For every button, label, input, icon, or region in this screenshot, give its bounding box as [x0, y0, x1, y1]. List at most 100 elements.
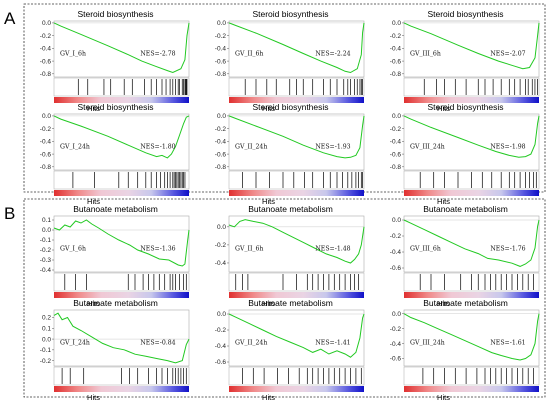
y-tick-label: -0.2 [215, 327, 227, 334]
y-tick-label: -0.6 [215, 151, 227, 158]
y-tick-label: 0.0 [42, 113, 51, 120]
charts-layer: Steroid biosynthesis 0.0 -0.2 -0.4 -0.6 -0.8 G… [40, 9, 540, 401]
hits-label: Hits [87, 197, 100, 206]
y-tick-label: -0.2 [40, 358, 52, 365]
hits-label: Hits [262, 197, 275, 206]
nes-label: NES=-1.93 [315, 144, 350, 151]
y-tick-label: 0.0 [42, 20, 51, 27]
y-tick-label: -0.4 [390, 46, 402, 53]
hits-label: Hits [262, 393, 275, 401]
sample-label: GV_II_24h [235, 144, 267, 151]
gsea-chart: Butanoate metabolism 0.0 -0.2 -0.4 GV_II_6h N… [215, 204, 365, 308]
plot-frame [403, 20, 540, 78]
hits-label: Hits [262, 104, 275, 113]
nes-label: NES=-1.76 [490, 246, 525, 253]
y-tick-label: -0.2 [40, 126, 52, 133]
y-tick-label: 0.0 [217, 20, 226, 27]
rank-ramp [404, 386, 539, 392]
y-tick-label: -0.2 [215, 242, 227, 249]
y-tick-label: -0.4 [40, 139, 52, 146]
y-tick-label: -0.8 [390, 71, 402, 78]
gsea-chart: Steroid biosynthesis 0.0 -0.2 -0.4 -0.6 -0.8 G… [215, 102, 365, 206]
es-curve [228, 313, 365, 358]
hits-strip [53, 170, 190, 190]
sample-label: GV_I_24h [60, 340, 90, 347]
y-tick-label: 0.0 [392, 217, 401, 224]
y-tick-label: -0.8 [390, 164, 402, 171]
y-tick-label: -0.1 [40, 237, 52, 244]
sample-label: GV_II_24h [235, 340, 267, 347]
gsea-chart: Steroid biosynthesis 0.0 -0.2 -0.4 -0.6 -0.8 G… [215, 9, 365, 113]
y-tick-label: -0.4 [40, 46, 52, 53]
gsea-chart: Butanoate metabolism 0.2 0.1 0.0 -0.1 -0.2 GV_… [40, 298, 190, 401]
chart-title: Butanoate metabolism [73, 298, 158, 308]
rank-ramp [54, 292, 189, 298]
chart-title: Butanoate metabolism [423, 204, 508, 214]
chart-title: Butanoate metabolism [423, 298, 508, 308]
y-tick-label: 0.0 [392, 20, 401, 27]
gsea-chart: Butanoate metabolism 0.1 0.0 -0.1 -0.2 -0.3 -0… [40, 204, 190, 308]
plot-frame [403, 215, 540, 273]
hits-label: Hits [87, 104, 100, 113]
rank-ramp [54, 97, 189, 103]
y-tick-label: -0.2 [390, 233, 402, 240]
y-tick-label: -0.4 [40, 267, 52, 274]
y-tick-label: -0.8 [215, 71, 227, 78]
sample-label: GV_III_24h [410, 144, 445, 151]
es-curve [403, 219, 540, 267]
hits-label: Hits [437, 299, 450, 308]
y-tick-label: 0.0 [217, 311, 226, 318]
y-tick-label: -0.2 [40, 33, 52, 40]
hits-label: Hits [437, 197, 450, 206]
y-tick-label: -0.6 [390, 151, 402, 158]
rank-ramp [404, 190, 539, 196]
sample-label: GV_II_6h [235, 246, 263, 253]
es-curve [403, 115, 540, 158]
es-curve [228, 219, 365, 264]
es-curve [403, 22, 540, 70]
sample-label: GV_I_6h [60, 246, 86, 253]
sample-label: GV_II_6h [235, 51, 263, 58]
es-curve [53, 22, 190, 74]
es-curve [228, 22, 365, 74]
nes-label: NES=-1.48 [315, 246, 350, 253]
panel-a-label: A [4, 9, 16, 28]
nes-label: NES=-2.07 [490, 51, 525, 58]
es-curve [403, 313, 540, 361]
y-tick-label: -0.4 [215, 139, 227, 146]
rank-ramp [229, 97, 364, 103]
y-tick-label: -0.4 [390, 139, 402, 146]
rank-ramp [404, 292, 539, 298]
plot-frame [403, 113, 540, 171]
gsea-chart: Steroid biosynthesis 0.0 -0.2 -0.4 -0.6 -0.8 G… [390, 102, 540, 206]
y-tick-label: -0.4 [390, 249, 402, 256]
y-tick-label: -0.2 [390, 126, 402, 133]
es-curve [228, 115, 365, 159]
chart-title: Steroid biosynthesis [77, 102, 153, 112]
nes-label: NES=-1.61 [490, 340, 525, 347]
chart-title: Butanoate metabolism [248, 298, 333, 308]
nes-label: NES=-1.41 [315, 340, 350, 347]
y-tick-label: -0.8 [40, 71, 52, 78]
plot-frame [53, 215, 190, 273]
hits-label: Hits [437, 393, 450, 401]
y-tick-label: -0.4 [215, 46, 227, 53]
hits-strip [53, 77, 190, 97]
y-tick-label: 0.0 [42, 227, 51, 234]
es-curve [53, 219, 190, 267]
y-tick-label: -0.6 [40, 151, 52, 158]
hits-strip [228, 366, 365, 386]
y-tick-label: -0.2 [40, 247, 52, 254]
y-tick-label: -0.2 [215, 33, 227, 40]
chart-title: Butanoate metabolism [248, 204, 333, 214]
plot-frame [228, 309, 365, 367]
rank-ramp [229, 386, 364, 392]
y-tick-label: -0.6 [215, 58, 227, 65]
y-tick-label: 0.1 [42, 326, 51, 333]
gsea-chart: Butanoate metabolism 0.0 -0.2 -0.4 -0.6 GV_II… [390, 298, 540, 401]
es-curve [53, 115, 190, 159]
y-tick-label: -0.2 [390, 33, 402, 40]
y-tick-label: -0.6 [390, 58, 402, 65]
y-tick-label: 0.0 [217, 113, 226, 120]
